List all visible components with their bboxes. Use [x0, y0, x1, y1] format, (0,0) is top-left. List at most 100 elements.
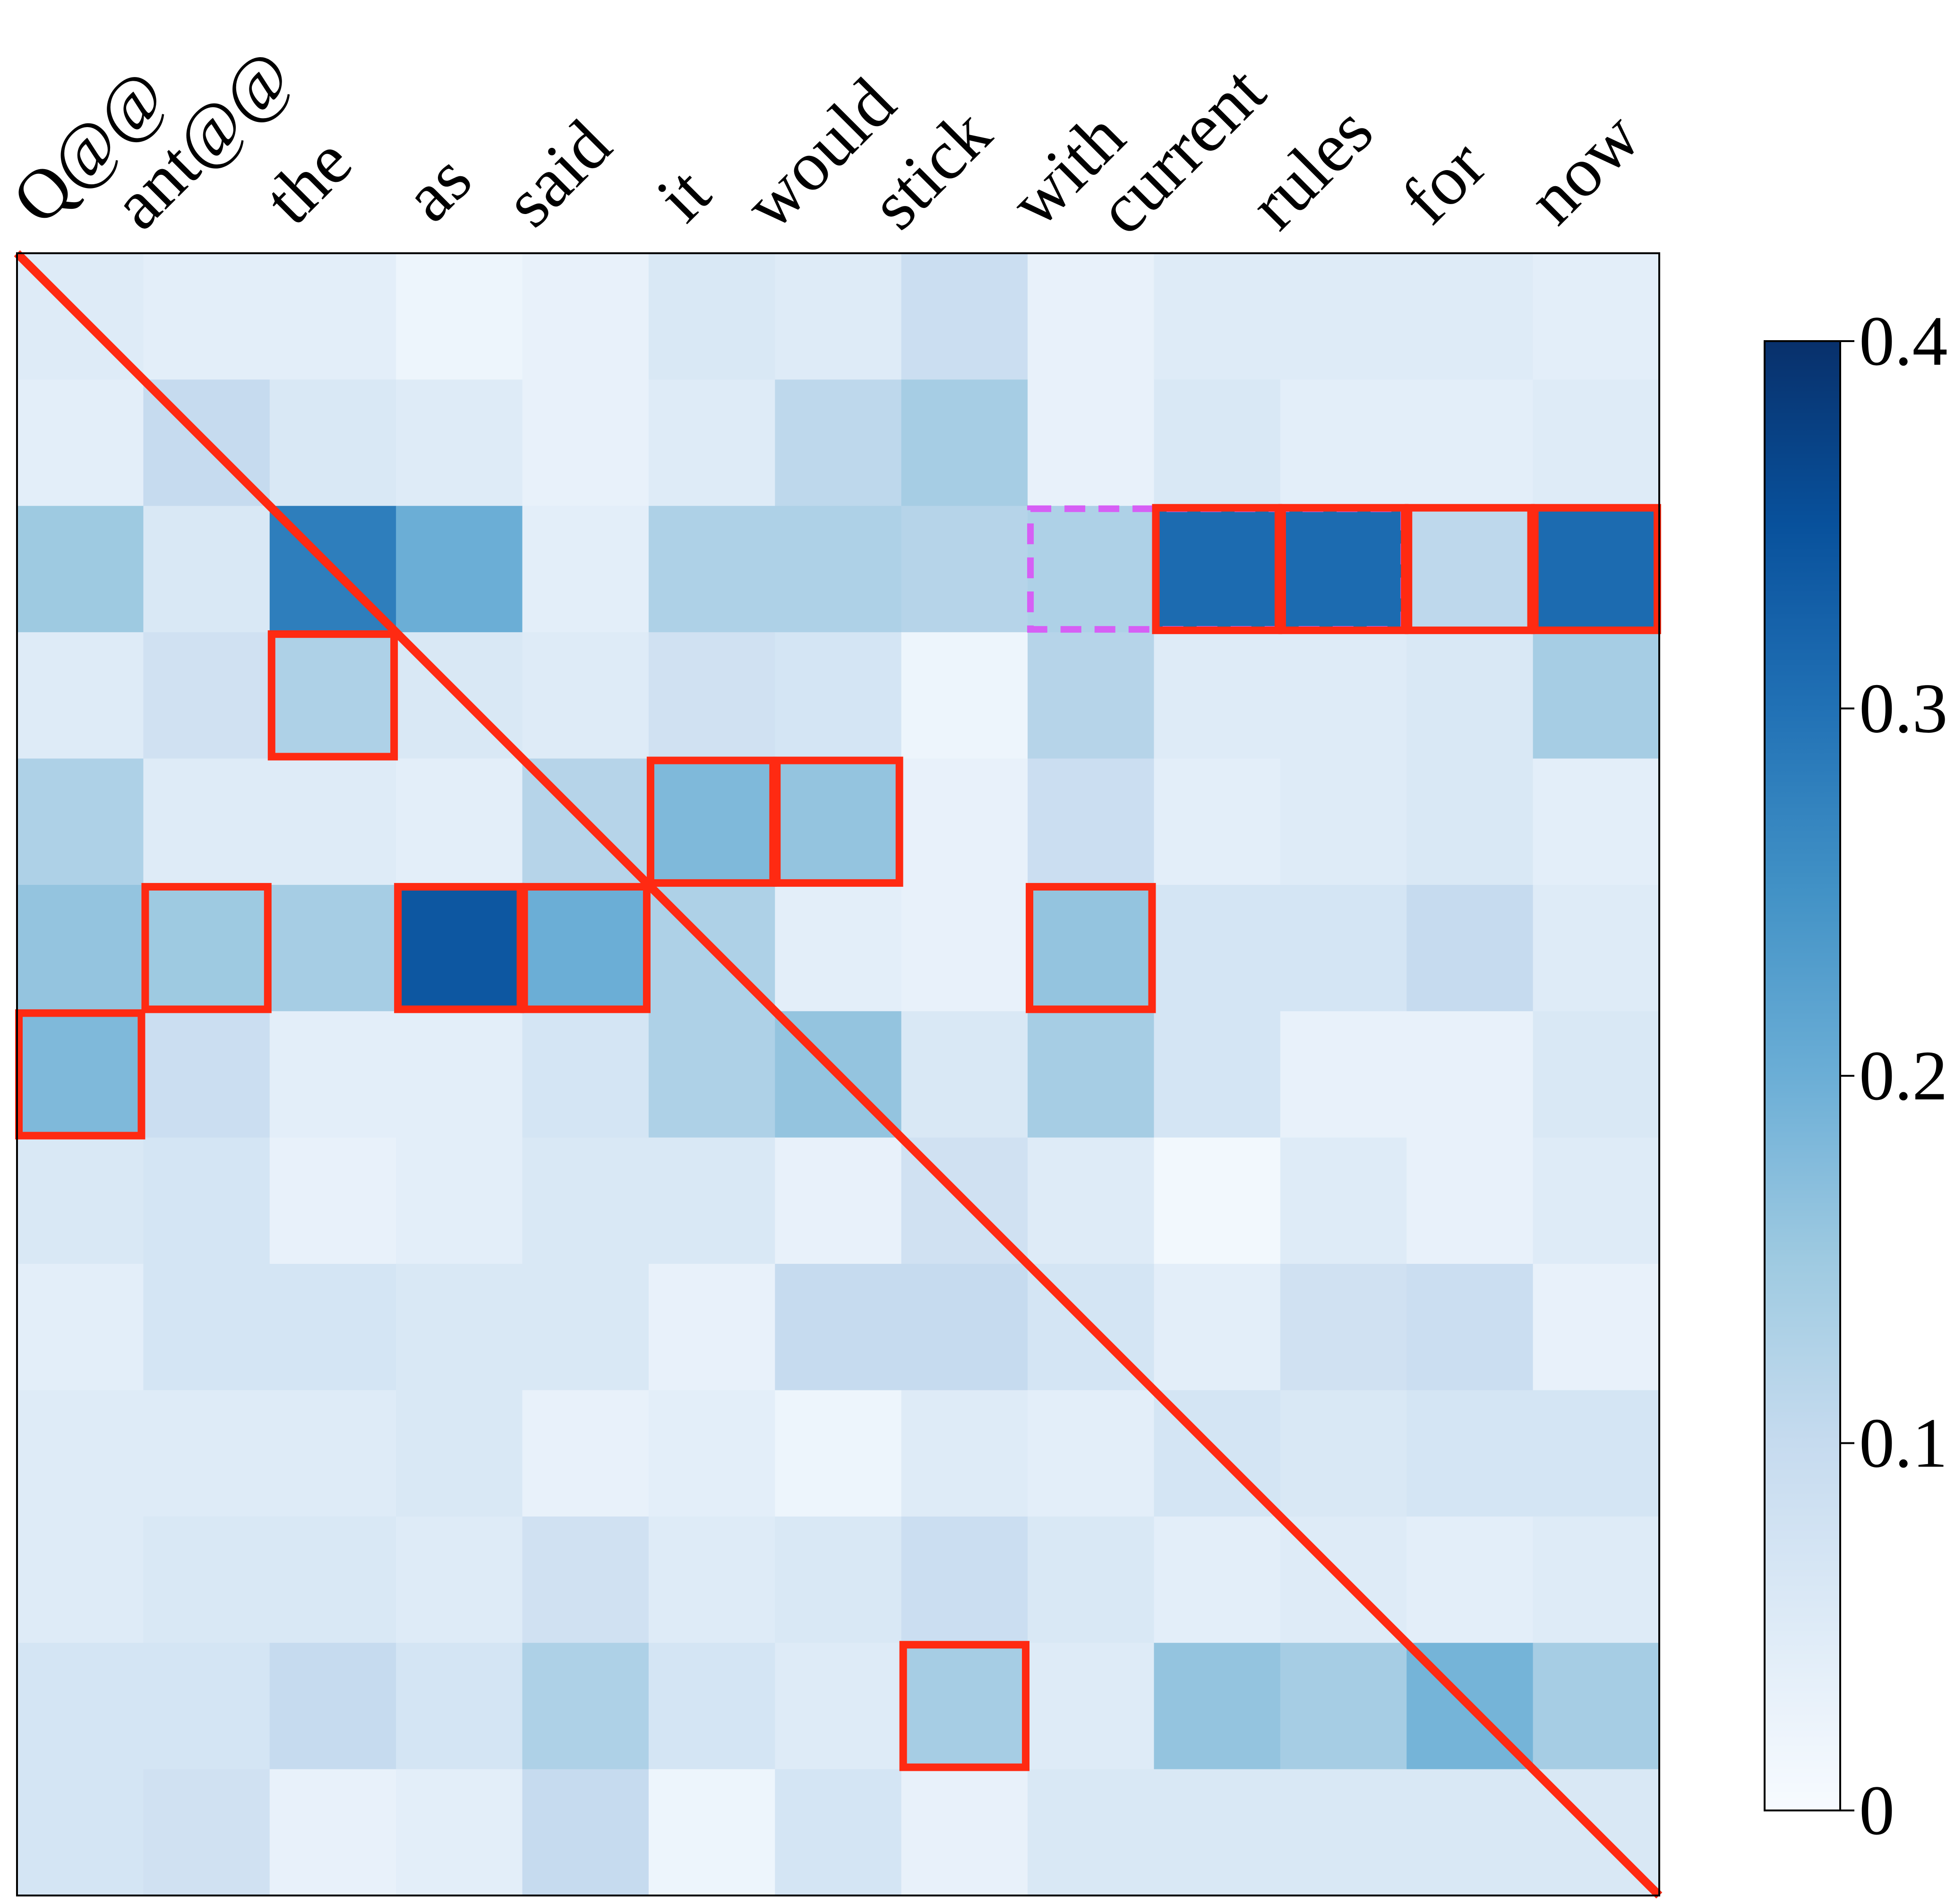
- heatmap-cell: [1154, 253, 1281, 380]
- heatmap-cell: [1154, 1264, 1281, 1391]
- highlight-box: [15, 1009, 146, 1140]
- heatmap-cell: [1028, 1137, 1155, 1264]
- highlight-overlays: [14, 250, 1663, 1899]
- heatmap-cell: [1533, 1137, 1660, 1264]
- heatmap-cell: [775, 1390, 902, 1517]
- highlight-box: [1405, 504, 1535, 635]
- highlight-box: [773, 756, 903, 887]
- heatmap-cell: [648, 1516, 775, 1643]
- heatmap-cell: [269, 884, 396, 1012]
- heatmap-cell: [775, 253, 902, 380]
- heatmap-cell: [901, 884, 1028, 1012]
- heatmap-cell: [1280, 1011, 1407, 1138]
- colorbar-tick-label: 0.1: [1859, 1404, 1948, 1483]
- heatmap-cell: [901, 506, 1028, 633]
- highlight-box: [1531, 504, 1662, 635]
- heatmap-cell: [396, 1137, 523, 1264]
- heatmap-cell: [901, 379, 1028, 506]
- heatmap-cell: [648, 1769, 775, 1896]
- heatmap-cell: [17, 884, 144, 1012]
- heatmap-cell: [1154, 1011, 1281, 1138]
- heatmap-cell: [775, 379, 902, 506]
- heatmap-cell: [1406, 632, 1534, 759]
- heatmap-cell: [17, 1643, 144, 1770]
- heatmap-cell: [143, 506, 270, 633]
- highlight-box: [899, 1641, 1030, 1771]
- heatmap-cell: [522, 506, 649, 633]
- heatmap-cell: [775, 1516, 902, 1643]
- heatmap-cell: [775, 1137, 902, 1264]
- heatmap-cell: [396, 506, 523, 633]
- heatmap-cell: [1280, 1643, 1407, 1770]
- heatmap-cell: [269, 632, 396, 759]
- heatmap-cell: [396, 1769, 523, 1896]
- heatmap-cell: [522, 379, 649, 506]
- heatmap-cell: [648, 1264, 775, 1391]
- heatmap-cell: [143, 1137, 270, 1264]
- heatmap-cell: [1406, 506, 1534, 633]
- heatmap-cell: [143, 884, 270, 1012]
- heatmap-cell: [1028, 1011, 1155, 1138]
- heatmap-cell: [1028, 884, 1155, 1012]
- heatmap-cell: [1028, 1390, 1155, 1517]
- heatmap-cell: [901, 1643, 1028, 1770]
- heatmap-cell: [522, 1390, 649, 1517]
- heatmap-cell: [143, 632, 270, 759]
- heatmap-cell: [901, 1390, 1028, 1517]
- heatmap-cell: [1280, 506, 1407, 633]
- heatmap-cell: [1028, 632, 1155, 759]
- heatmap-cell: [522, 1011, 649, 1138]
- heatmap-cell: [1028, 1769, 1155, 1896]
- heatmap-cell: [522, 632, 649, 759]
- heatmap-cell: [143, 1011, 270, 1138]
- highlight-box: [267, 630, 398, 761]
- heatmap-cell: [648, 758, 775, 885]
- heatmap-cell: [522, 1264, 649, 1391]
- heatmap-cell: [17, 1264, 144, 1391]
- heatmap-cell: [1154, 884, 1281, 1012]
- colorbar-gradient: [1764, 340, 1841, 1811]
- heatmap-cell: [648, 1643, 775, 1770]
- heatmap-cell: [269, 379, 396, 506]
- heatmap-cell: [143, 758, 270, 885]
- heatmap-cell: [269, 758, 396, 885]
- heatmap-cell: [1028, 758, 1155, 885]
- heatmap-cell: [1028, 379, 1155, 506]
- heatmap-cell: [1533, 253, 1660, 380]
- heatmap-cell: [1406, 1011, 1534, 1138]
- heatmap-cell: [1406, 1390, 1534, 1517]
- heatmap-cell: [1280, 1137, 1407, 1264]
- heatmap-cell: [143, 1516, 270, 1643]
- heatmap-cell: [775, 1769, 902, 1896]
- heatmap-cell: [1533, 1264, 1660, 1391]
- heatmap-cell: [396, 253, 523, 380]
- heatmap-cell: [143, 253, 270, 380]
- heatmap-cell: [396, 884, 523, 1012]
- heatmap-cell: [143, 1264, 270, 1391]
- heatmap-cell: [1533, 1516, 1660, 1643]
- heatmap-cell: [901, 253, 1028, 380]
- heatmap-cell: [1406, 253, 1534, 380]
- heatmap-cell: [1028, 253, 1155, 380]
- heatmap-cell: [17, 1390, 144, 1517]
- colorbar-tick-label: 0: [1859, 1771, 1895, 1850]
- heatmap-cell: [269, 1769, 396, 1896]
- heatmap-cell: [901, 1011, 1028, 1138]
- heatmap-cell: [775, 506, 902, 633]
- heatmap-cell: [775, 1643, 902, 1770]
- heatmap-cell: [396, 1264, 523, 1391]
- heatmap-cell: [1154, 379, 1281, 506]
- heatmap-cell: [522, 1516, 649, 1643]
- heatmap-cell: [1280, 758, 1407, 885]
- heatmap-cell: [396, 1643, 523, 1770]
- highlight-box: [1026, 883, 1156, 1013]
- heatmap-cell: [1028, 1516, 1155, 1643]
- heatmap-cell: [396, 1516, 523, 1643]
- heatmap-cell: [522, 1643, 649, 1770]
- heatmap-cell: [775, 758, 902, 885]
- heatmap-cell: [648, 506, 775, 633]
- colorbar-tick-label: 0.2: [1859, 1037, 1948, 1115]
- heatmap-cell: [775, 632, 902, 759]
- heatmap-cell: [1406, 758, 1534, 885]
